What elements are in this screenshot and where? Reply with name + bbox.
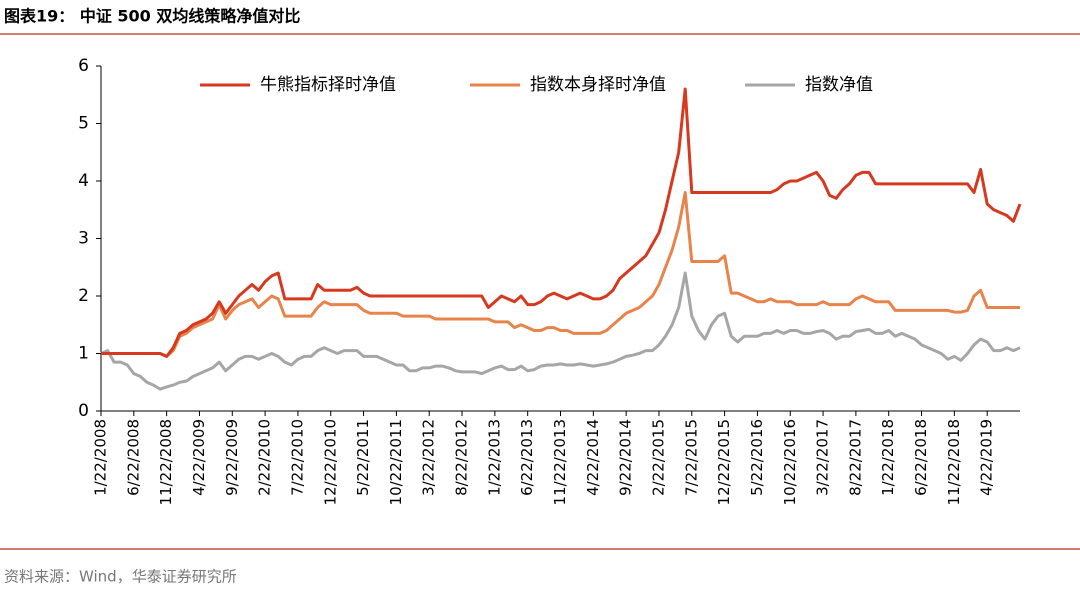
x-tick-label: 5/22/2016 bbox=[748, 419, 766, 496]
legend-label: 牛熊指标择时净值 bbox=[260, 75, 396, 95]
series-line bbox=[101, 191, 1020, 358]
x-tick-label: 6/22/2018 bbox=[912, 419, 930, 496]
x-tick-label: 5/22/2011 bbox=[354, 419, 372, 496]
x-tick-label: 3/22/2017 bbox=[814, 419, 832, 496]
x-tick-label: 2/22/2010 bbox=[256, 419, 274, 496]
x-tick-label: 4/22/2014 bbox=[584, 419, 602, 496]
y-tick-label: 5 bbox=[78, 114, 89, 134]
series-line bbox=[101, 87, 1022, 358]
x-tick-label: 8/22/2017 bbox=[846, 419, 864, 496]
x-tick-label: 10/22/2011 bbox=[387, 419, 405, 505]
x-tick-label: 4/22/2009 bbox=[190, 419, 208, 496]
x-tick-label: 11/22/2013 bbox=[551, 419, 569, 505]
x-tick-label: 12/22/2010 bbox=[321, 419, 339, 505]
x-tick-label: 7/22/2010 bbox=[288, 419, 306, 496]
chart-title: 图表19： 中证 500 双均线策略净值对比 bbox=[4, 7, 300, 26]
series-line bbox=[100, 271, 1021, 391]
legend-label: 指数本身择时净值 bbox=[530, 75, 666, 95]
x-tick-label: 3/22/2012 bbox=[420, 419, 438, 496]
x-tick-label: 12/22/2015 bbox=[715, 419, 733, 505]
y-tick-label: 2 bbox=[78, 286, 89, 306]
x-tick-label: 7/22/2015 bbox=[682, 419, 700, 496]
x-tick-label: 1/22/2013 bbox=[485, 419, 503, 496]
y-tick-label: 3 bbox=[78, 229, 89, 249]
x-tick-label: 10/22/2016 bbox=[781, 419, 799, 505]
y-tick-label: 6 bbox=[78, 56, 89, 76]
y-tick-label: 0 bbox=[78, 401, 89, 421]
x-tick-label: 6/22/2008 bbox=[124, 419, 142, 496]
x-tick-label: 8/22/2012 bbox=[453, 419, 471, 496]
x-tick-label: 9/22/2009 bbox=[223, 419, 241, 496]
x-tick-label: 11/22/2008 bbox=[157, 419, 175, 505]
x-tick-label: 11/22/2018 bbox=[945, 419, 963, 505]
x-tick-label: 4/22/2019 bbox=[978, 419, 996, 496]
source-note: 资料来源：Wind，华泰证券研究所 bbox=[4, 568, 237, 586]
x-tick-label: 1/22/2008 bbox=[92, 419, 110, 496]
legend-label: 指数净值 bbox=[805, 75, 873, 95]
x-tick-label: 6/22/2013 bbox=[518, 419, 536, 496]
x-tick-label: 9/22/2014 bbox=[617, 419, 635, 496]
y-tick-label: 4 bbox=[78, 171, 89, 191]
x-tick-label: 2/22/2015 bbox=[649, 419, 667, 496]
x-tick-label: 1/22/2018 bbox=[879, 419, 897, 496]
y-tick-label: 1 bbox=[78, 344, 89, 364]
